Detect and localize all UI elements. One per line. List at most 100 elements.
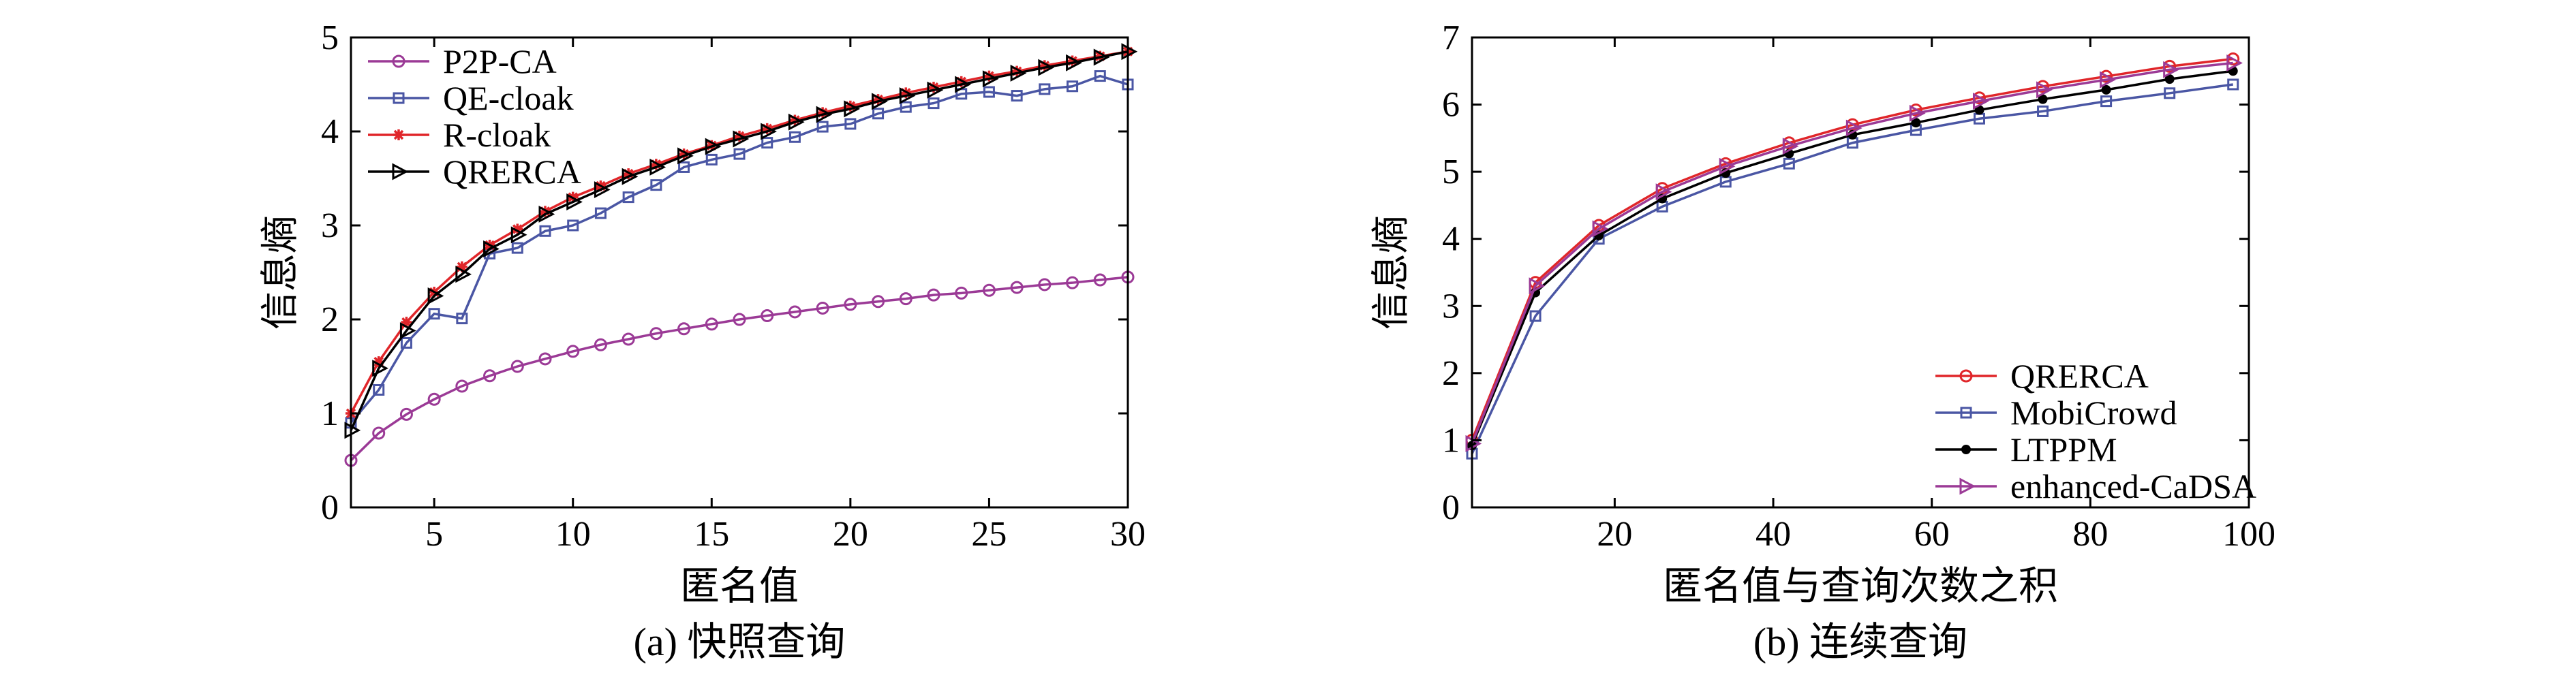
chart-a-y-axis-label: 信息熵 [260, 215, 302, 330]
data-point-MobiCrowd [2227, 78, 2239, 91]
data-point-enhanced-CaDSA [2163, 61, 2179, 78]
data-point-QRERCA [1066, 54, 1082, 72]
data-point-QRERCA [899, 87, 916, 105]
data-point-QE-cloak [844, 118, 857, 130]
data-point-QE-cloak [761, 137, 773, 149]
data-point-P2P-CA [538, 352, 552, 366]
chart-a-x-axis-label: 匿名值 [680, 564, 799, 608]
data-point-P2P-CA [899, 292, 913, 306]
data-point-enhanced-CaDSA [1719, 157, 1736, 175]
legend-marker-QE-cloak [393, 92, 405, 104]
data-point-QRERCA [510, 226, 527, 244]
data-point-R-cloak [1039, 60, 1050, 72]
data-point-QRERCA [844, 100, 861, 118]
data-point-QRERCA [427, 287, 444, 304]
x-tick-label: 30 [1110, 515, 1146, 554]
data-point-QE-cloak [1011, 90, 1023, 102]
data-point-P2P-CA [955, 286, 968, 300]
data-point-MobiCrowd [2164, 87, 2176, 99]
data-point-MobiCrowd [1529, 310, 1542, 322]
data-point-QRERCA [733, 130, 750, 148]
data-point-P2P-CA [510, 360, 524, 373]
data-point-QRERCA [788, 113, 805, 131]
data-point-P2P-CA [622, 332, 635, 346]
y-tick-label: 5 [1442, 153, 1460, 191]
series-line-QRERCA [350, 50, 1129, 431]
data-point-P2P-CA [1038, 278, 1052, 291]
data-point-MobiCrowd [2100, 95, 2113, 108]
data-point-LTPPM [2038, 94, 2048, 104]
data-point-R-cloak [872, 94, 884, 106]
data-point-R-cloak [817, 107, 829, 119]
data-point-QE-cloak [927, 97, 940, 110]
data-point-QRERCA [955, 76, 971, 93]
data-point-P2P-CA [816, 301, 829, 315]
legend-marker-QRERCA [392, 163, 409, 180]
y-tick-label: 4 [1442, 220, 1460, 259]
chart-a-caption: (a) 快照查询 [634, 620, 846, 664]
data-point-QE-cloak [650, 179, 662, 191]
data-point-QE-cloak [456, 313, 468, 325]
x-tick-label: 20 [1597, 515, 1632, 554]
data-point-QRERCA [455, 266, 472, 283]
legend-label-R-cloak: R-cloak [443, 116, 551, 154]
data-point-QE-cloak [872, 108, 885, 120]
data-point-R-cloak [1011, 65, 1023, 77]
legend-marker-QRERCA [1959, 369, 1973, 383]
data-point-enhanced-CaDSA [1782, 138, 1799, 155]
chart-a-plot-frame [350, 36, 1129, 509]
data-point-P2P-CA [1093, 273, 1107, 287]
x-tick-label: 60 [1914, 515, 1950, 554]
legend-label-P2P-CA: P2P-CA [443, 42, 557, 80]
data-point-QRERCA [927, 81, 944, 99]
y-tick-label: 0 [1442, 488, 1460, 527]
data-point-QRERCA [1010, 64, 1027, 82]
series-line-P2P-CA [350, 276, 1129, 462]
data-point-QE-cloak [733, 148, 746, 160]
data-point-QRERCA [622, 168, 639, 185]
x-tick-label: 10 [555, 515, 591, 554]
data-point-P2P-CA [705, 317, 718, 331]
data-point-QE-cloak [594, 207, 607, 219]
data-point-R-cloak [456, 261, 467, 272]
data-point-QRERCA [677, 147, 694, 165]
data-point-QRERCA [1038, 59, 1055, 76]
data-point-QE-cloak [428, 308, 440, 320]
legend-marker-R-cloak [393, 129, 404, 140]
data-point-enhanced-CaDSA [1529, 277, 1546, 295]
data-point-QE-cloak [983, 86, 995, 98]
data-point-QE-cloak [900, 101, 912, 113]
chart-b-y-axis-label: 信息熵 [1370, 215, 1413, 330]
data-point-enhanced-CaDSA [2226, 54, 2243, 72]
chart-b-ticks: 20 40 60 80 100 0 1 2 3 4 5 6 7 [1442, 18, 2275, 554]
data-point-QE-cloak [373, 384, 385, 396]
chart-snapshot-query: 5 10 15 20 25 30 0 1 2 3 4 5 信息熵 匿名值 (a) 快照查询 P2P-C… [260, 18, 1146, 664]
data-point-QE-cloak [678, 161, 690, 173]
data-point-QE-cloak [539, 225, 551, 237]
legend-label-MobiCrowd: MobiCrowd [2010, 394, 2177, 432]
data-point-QE-cloak [622, 191, 634, 204]
data-point-QE-cloak [1094, 70, 1106, 82]
y-tick-label: 5 [321, 18, 339, 57]
data-point-P2P-CA [982, 283, 996, 297]
legend-label-QRERCA: QRERCA [443, 153, 581, 191]
y-tick-label: 0 [321, 488, 339, 527]
legend-label-enhanced-CaDSA: enhanced-CaDSA [2010, 467, 2256, 505]
data-point-QE-cloak [400, 337, 412, 349]
data-point-P2P-CA [733, 313, 746, 326]
data-point-R-cloak [1067, 55, 1078, 67]
data-point-QRERCA [566, 193, 583, 210]
x-tick-label: 15 [694, 515, 729, 554]
data-point-MobiCrowd [2037, 105, 2049, 117]
data-point-enhanced-CaDSA [2100, 71, 2116, 89]
data-point-QE-cloak [788, 131, 801, 143]
data-point-QRERCA [483, 240, 500, 257]
chart-b-caption: (b) 连续查询 [1753, 620, 1967, 664]
data-point-enhanced-CaDSA [2036, 81, 2053, 99]
legend-label-QRERCA: QRERCA [2010, 357, 2149, 395]
data-point-QE-cloak [511, 242, 523, 254]
data-point-R-cloak [373, 356, 384, 368]
data-point-P2P-CA [788, 305, 801, 319]
